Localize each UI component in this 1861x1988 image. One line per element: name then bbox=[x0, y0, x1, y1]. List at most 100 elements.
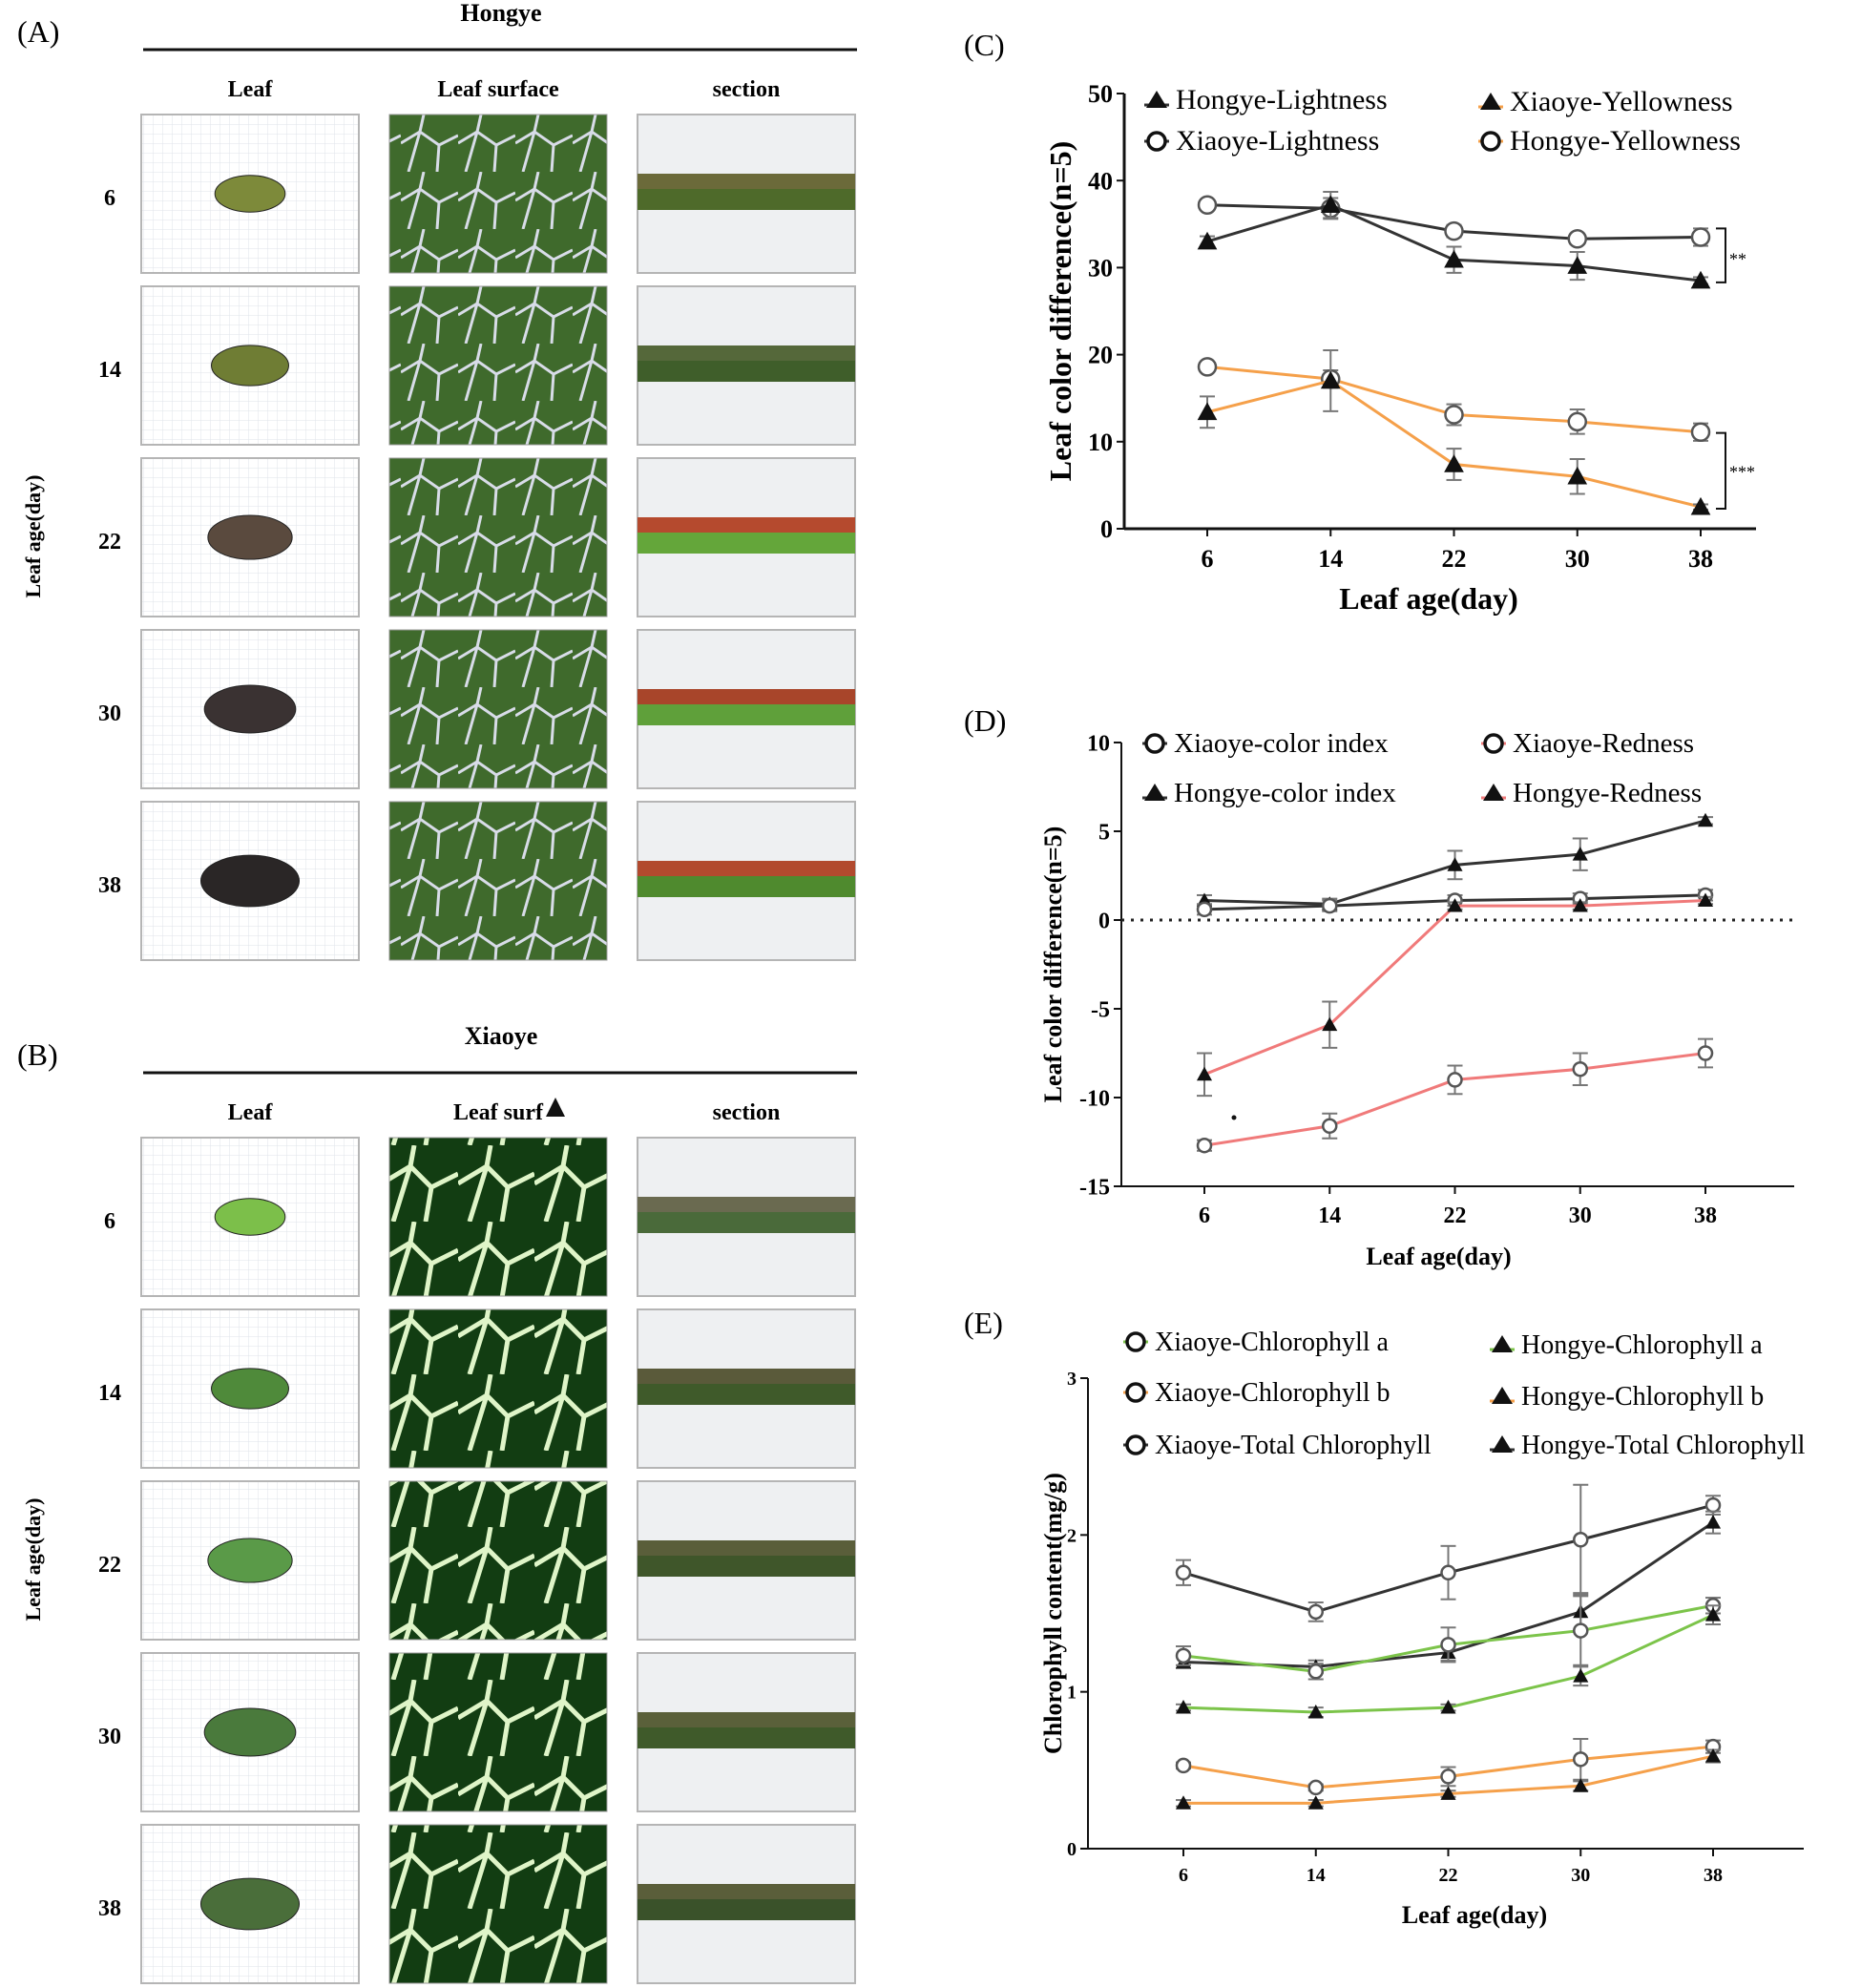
leaf-surface-photo bbox=[388, 1137, 608, 1297]
data-point bbox=[1175, 1647, 1192, 1664]
panel-label: (E) bbox=[964, 1306, 1003, 1340]
leaf-shape bbox=[203, 1707, 297, 1757]
column-header: Leaf surf bbox=[453, 1100, 544, 1125]
section-layer-bottom bbox=[638, 361, 855, 382]
panel-label: (D) bbox=[964, 703, 1006, 738]
section-layer-bottom bbox=[638, 704, 855, 725]
panel-b: (B) Xiaoye Leaf Leaf surf section Leaf age(da… bbox=[17, 1022, 857, 1984]
significance-bracket bbox=[1716, 431, 1726, 511]
legend-marker bbox=[1480, 131, 1501, 152]
row-label: 22 bbox=[98, 530, 121, 555]
leaf-surface-photo bbox=[388, 1652, 608, 1812]
data-point bbox=[1572, 1060, 1588, 1078]
data-point bbox=[1197, 195, 1218, 215]
x-tick-label: 30 bbox=[1571, 1865, 1590, 1886]
data-point bbox=[1567, 256, 1588, 274]
series-hongye-yellowness bbox=[1197, 357, 1711, 443]
data-point bbox=[1444, 249, 1464, 268]
leaf-surface-photo bbox=[388, 801, 608, 961]
legend-label: Xiaoye-color index bbox=[1174, 728, 1389, 759]
panel-label: (A) bbox=[17, 14, 59, 49]
leaf-shape bbox=[211, 345, 289, 387]
series-hongye-chlorophyll-b bbox=[1175, 1747, 1722, 1810]
y-tick-label: -5 bbox=[1091, 997, 1110, 1022]
data-point bbox=[1704, 1747, 1722, 1763]
leaf-surface-photo bbox=[388, 285, 608, 446]
data-point bbox=[1697, 892, 1714, 907]
column-header: Leaf bbox=[228, 1100, 274, 1125]
data-point bbox=[1307, 1779, 1324, 1796]
y-tick-label: 0 bbox=[1067, 1839, 1077, 1860]
legend-marker bbox=[1125, 1434, 1146, 1455]
data-point bbox=[1196, 1137, 1213, 1154]
data-point bbox=[1320, 370, 1341, 389]
series-line bbox=[1206, 379, 1702, 509]
legend-marker bbox=[1144, 733, 1165, 754]
section-layer-top bbox=[638, 689, 855, 704]
legend-marker bbox=[1492, 1435, 1513, 1453]
y-tick-label: 10 bbox=[1087, 731, 1110, 756]
x-tick-label: 30 bbox=[1565, 545, 1590, 573]
y-tick-label: 2 bbox=[1067, 1525, 1077, 1546]
data-point bbox=[1440, 1564, 1456, 1581]
leaf-shape bbox=[214, 1198, 286, 1236]
x-tick-label: 6 bbox=[1179, 1865, 1188, 1886]
leaf-shape bbox=[214, 175, 286, 213]
leaf-shape bbox=[199, 854, 301, 908]
y-tick-label: -10 bbox=[1079, 1086, 1110, 1111]
data-point bbox=[1322, 1118, 1338, 1135]
data-point bbox=[1573, 1668, 1589, 1683]
x-tick-label: 14 bbox=[1307, 1865, 1326, 1886]
series-xiaoye-yellowness bbox=[1197, 349, 1711, 515]
section-layer-top bbox=[638, 1197, 855, 1212]
y-axis-title: Chlorophyll content(mg/g) bbox=[1039, 1473, 1067, 1754]
column-header: section bbox=[713, 77, 781, 102]
x-tick-label: 6 bbox=[1199, 1203, 1210, 1228]
y-axis-title: Leaf color difference(n=5) bbox=[1039, 827, 1067, 1103]
leaf-surface-photo bbox=[388, 1308, 608, 1469]
cultivar-title: Xiaoye bbox=[465, 1022, 538, 1050]
legend-marker bbox=[1125, 1382, 1146, 1403]
section-layer-top bbox=[638, 1369, 855, 1384]
data-point bbox=[1697, 1045, 1714, 1061]
y-axis-title: Leaf color difference(n=5) bbox=[1043, 141, 1077, 482]
series-hongye-redness bbox=[1196, 892, 1714, 1098]
data-point bbox=[1704, 1496, 1722, 1514]
data-point bbox=[1175, 1757, 1192, 1774]
data-point bbox=[1573, 1778, 1589, 1792]
data-point bbox=[1573, 1622, 1589, 1639]
section-layer-bottom bbox=[638, 1384, 855, 1405]
legend-label: Xiaoye-Total Chlorophyll bbox=[1155, 1431, 1432, 1460]
section-layer-top bbox=[638, 517, 855, 533]
data-point bbox=[1440, 1637, 1456, 1653]
legend-marker bbox=[1492, 1335, 1513, 1352]
x-tick-label: 14 bbox=[1318, 545, 1343, 573]
data-point bbox=[1573, 1751, 1589, 1768]
legend-label: Hongye-Yellowness bbox=[1510, 125, 1741, 157]
column-header: section bbox=[713, 1100, 781, 1125]
legend-label: Xiaoye-Chlorophyll a bbox=[1155, 1328, 1390, 1357]
row-label: 6 bbox=[104, 186, 115, 211]
series-xiaoye-chlorophyll-b bbox=[1175, 1737, 1722, 1796]
legend-marker bbox=[1146, 131, 1167, 152]
y-tick-label: 0 bbox=[1098, 909, 1110, 933]
section-layer-bottom bbox=[638, 1899, 855, 1920]
x-axis-title: Leaf age(day) bbox=[1402, 1901, 1547, 1929]
data-point bbox=[1567, 411, 1587, 432]
data-point bbox=[1307, 1664, 1324, 1680]
data-point bbox=[1196, 901, 1213, 918]
series-hongye-lightness bbox=[1197, 191, 1711, 289]
y-tick-label: 0 bbox=[1100, 515, 1113, 543]
series-xiaoye-total-chlorophyll bbox=[1175, 1483, 1722, 1622]
leaf-surface-photo bbox=[388, 1480, 608, 1641]
x-tick-label: 6 bbox=[1202, 545, 1214, 573]
legend-marker bbox=[1483, 784, 1504, 801]
y-tick-label: 3 bbox=[1067, 1369, 1077, 1390]
row-label: 14 bbox=[98, 1381, 121, 1406]
x-tick-label: 38 bbox=[1694, 1203, 1717, 1228]
legend-label: Xiaoye-Yellowness bbox=[1510, 86, 1733, 117]
significance-bracket bbox=[1716, 227, 1726, 283]
data-point bbox=[1197, 357, 1218, 377]
data-point bbox=[1440, 1768, 1456, 1785]
